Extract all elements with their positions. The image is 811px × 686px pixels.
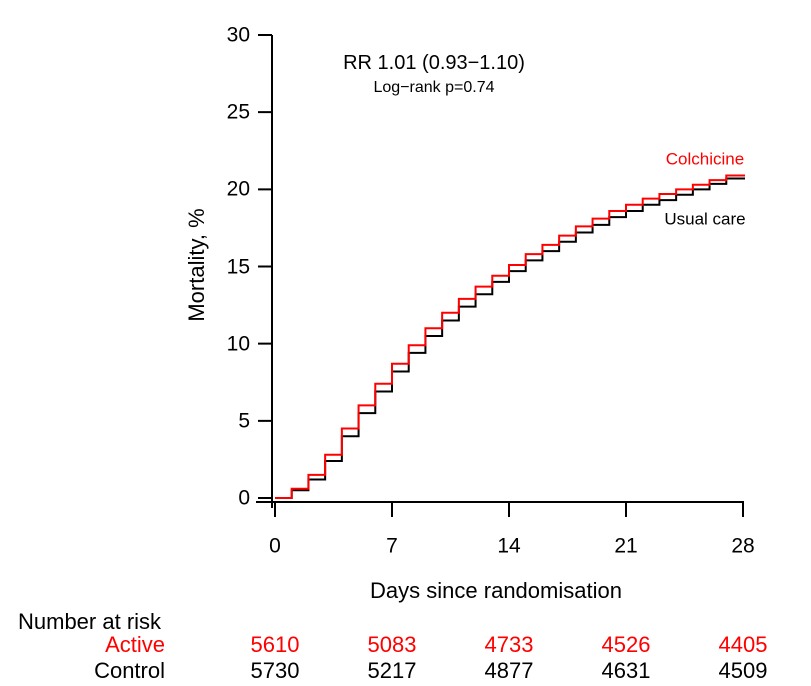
risk-value: 4405	[718, 632, 768, 657]
annotation-rr: RR 1.01 (0.93−1.10)	[343, 52, 525, 74]
curve-label-colchicine: Colchicine	[665, 149, 745, 169]
x-tick-label: 7	[386, 534, 398, 558]
y-axis	[258, 34, 273, 508]
y-tick-label: 0	[238, 486, 250, 510]
x-tick-label: 0	[269, 534, 281, 558]
y-tick-label: 10	[226, 332, 250, 356]
y-tick-label: 5	[238, 409, 250, 433]
risk-value: 4526	[601, 632, 651, 657]
y-axis-title: Mortality, %	[184, 208, 209, 322]
risk-row-label-active: Active	[105, 632, 165, 657]
risk-value: 4877	[484, 658, 534, 683]
y-tick-label: 15	[226, 255, 250, 278]
risk-value: 5083	[367, 632, 417, 657]
curve-label-usual-care: Usual care	[664, 209, 746, 229]
risk-row-label-control: Control	[94, 658, 165, 683]
x-tick-label: 28	[731, 534, 755, 558]
risk-value: 4631	[601, 658, 651, 683]
x-tick-label: 21	[614, 534, 638, 558]
x-tick-label: 14	[497, 534, 521, 558]
x-axis-title: Days since randomisation	[370, 578, 622, 603]
risk-value: 5610	[250, 632, 300, 657]
y-tick-label: 20	[226, 177, 250, 201]
risk-value: 5730	[250, 658, 300, 683]
annotation-logrank: Log−rank p=0.74	[373, 79, 495, 96]
colchicine-curve	[275, 174, 745, 499]
risk-value: 5217	[367, 658, 417, 683]
y-tick-label: 25	[226, 100, 250, 124]
risk-value: 4733	[484, 632, 534, 657]
risk-table-title: Number at risk	[18, 609, 162, 634]
y-tick-label: 30	[226, 23, 250, 47]
risk-value: 4509	[718, 658, 768, 683]
x-axis	[256, 501, 744, 517]
